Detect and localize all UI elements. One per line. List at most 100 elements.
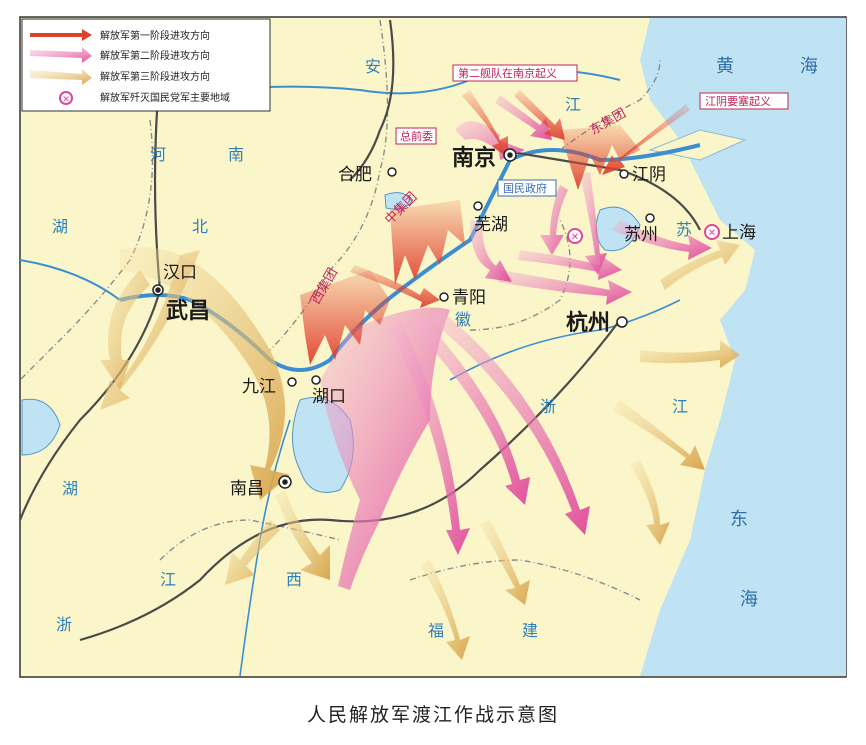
annihilation-mark-langxi-x: ✕ — [571, 232, 579, 243]
legend-mark-x: ✕ — [62, 95, 70, 105]
label-shanghai: 上海 — [722, 223, 756, 243]
legend-mark-icon — [59, 91, 73, 105]
first-wave-arrow-4 — [514, 90, 565, 140]
city-dot-hankou-inner — [155, 287, 161, 293]
wave3-arrow-6 — [420, 560, 470, 660]
city-markers — [152, 148, 655, 489]
prov-hu-n: 湖 — [62, 479, 78, 498]
wave3-arrow-2 — [100, 250, 200, 410]
label-hukou: 湖口 — [312, 387, 346, 407]
callout-jiangyin-box — [699, 92, 789, 110]
annihilation-mark-langxi — [567, 228, 583, 244]
city-dot-suzhou — [645, 213, 655, 223]
wave2-arrow-6 — [540, 185, 568, 255]
legend-item-3: 解放军第三阶段进攻方向 — [30, 69, 210, 85]
city-dot-jiujiang — [287, 377, 297, 387]
wave3-arrow-1 — [120, 247, 290, 500]
wave2-arrow-4 — [498, 270, 632, 305]
prov-he: 河 — [150, 145, 166, 164]
dongting-lake — [21, 398, 61, 456]
prov-xi: 西 — [286, 570, 302, 589]
third-wave-arrows — [100, 240, 740, 660]
legend-item-2: 解放军第二阶段进攻方向 — [30, 47, 210, 63]
wave2-arrow-11 — [612, 220, 712, 260]
wave2-arrow-3 — [430, 310, 590, 535]
city-dot-nanchang-inner — [282, 479, 288, 485]
han-river — [19, 259, 121, 301]
label-wuhu: 芜湖 — [474, 215, 508, 235]
callout-hefei: 总前委 — [400, 129, 433, 143]
wave2-arrow-2 — [410, 315, 530, 505]
legend: 解放军第一阶段进攻方向 解放军第二阶段进攻方向 解放军第三阶段进攻方向 ✕ 解放… — [21, 18, 271, 112]
wave3-arrow-11 — [660, 240, 740, 290]
label-wuchang: 武昌 — [166, 299, 210, 324]
sea-hai2: 海 — [740, 589, 758, 610]
first-wave-arrow-1 — [350, 265, 440, 308]
callout-zhenjiang-box — [452, 64, 578, 82]
legend-arrow-1 — [30, 29, 92, 41]
first-wave-arrow-3 — [602, 104, 690, 175]
label-hankou: 汉口 — [163, 263, 197, 283]
callout-nj: 国民政府 — [503, 181, 547, 195]
province-borders — [19, 19, 661, 601]
west-group-crossing — [300, 270, 390, 365]
wave2-arrow-7 — [580, 172, 607, 275]
label-hangzhou: 杭州 — [566, 310, 610, 336]
wave3-arrow-7 — [480, 520, 530, 605]
annihilation-marks: ✕ ✕ — [567, 224, 720, 244]
prov-an: 安 — [365, 57, 381, 76]
city-dot-wuhu — [473, 201, 483, 211]
sea-dong: 东 — [730, 509, 748, 530]
wave3-arrow-8 — [612, 400, 705, 470]
label-hefei: 合肥 — [338, 165, 372, 185]
wave2-arrow-10 — [470, 220, 512, 282]
prov-bei: 北 — [192, 217, 208, 236]
legend-label-4: 解放军歼灭国民党军主要地域 — [100, 91, 230, 104]
callout-zhenjiang: 第二舰队在南京起义 — [458, 66, 557, 80]
annihilation-mark-shanghai-x: ✕ — [708, 228, 716, 239]
label-nanjing: 南京 — [452, 145, 496, 171]
prov-hu-b: 湖 — [52, 217, 68, 236]
callout-hefei-box — [395, 127, 437, 145]
map-caption: 人民解放军渡江作战示意图 — [306, 704, 559, 726]
wave2-arrow-5 — [518, 250, 622, 280]
east-group-crossing — [560, 125, 640, 190]
prov-jian: 建 — [522, 621, 538, 640]
sea-hai1: 海 — [800, 56, 818, 77]
middle-group-crossing — [390, 200, 465, 285]
city-dot-jiangyin — [619, 169, 629, 179]
east-sea — [640, 18, 846, 676]
prov-fu: 福 — [428, 621, 444, 640]
wave3-arrow-9 — [640, 340, 740, 368]
city-dot-hefei — [387, 167, 397, 177]
prov-hui: 徽 — [455, 310, 471, 329]
prov-su: 苏 — [676, 220, 692, 239]
label-nanchang: 南昌 — [230, 479, 264, 499]
callout-jiangyin: 江阴要塞起义 — [705, 94, 771, 108]
legend-arrow-3 — [30, 69, 92, 85]
label-suzhou: 苏州 — [624, 225, 658, 245]
wave2-arrow-1 — [390, 320, 470, 555]
wave3-arrow-10 — [630, 460, 670, 545]
prov-nan: 南 — [228, 145, 244, 164]
legend-item-1: 解放军第一阶段进攻方向 — [30, 29, 210, 42]
callout-nj-box — [497, 179, 557, 197]
chaohu-lake — [384, 192, 413, 210]
city-dot-hangzhou — [616, 316, 628, 328]
railways — [18, 19, 701, 642]
legend-label-1: 解放军第一阶段进攻方向 — [100, 29, 210, 42]
legend-label-3: 解放军第三阶段进攻方向 — [100, 70, 210, 83]
label-jiangyin: 江阴 — [632, 165, 666, 185]
city-dot-hukou — [311, 375, 321, 385]
legend-label-2: 解放军第二阶段进攻方向 — [100, 49, 210, 62]
annihilation-mark-shanghai — [704, 224, 720, 240]
label-jiujiang: 九江 — [242, 377, 276, 397]
prov-zhe2: 浙 — [56, 615, 72, 634]
prov-jiang-x: 江 — [160, 570, 176, 589]
legend-item-4: ✕ 解放军歼灭国民党军主要地域 — [59, 91, 230, 105]
sea-huang: 黄 — [716, 56, 734, 77]
label-qingyang: 青阳 — [452, 288, 486, 308]
city-dot-qingyang — [439, 292, 449, 302]
wave3-arrow-3 — [100, 270, 150, 390]
